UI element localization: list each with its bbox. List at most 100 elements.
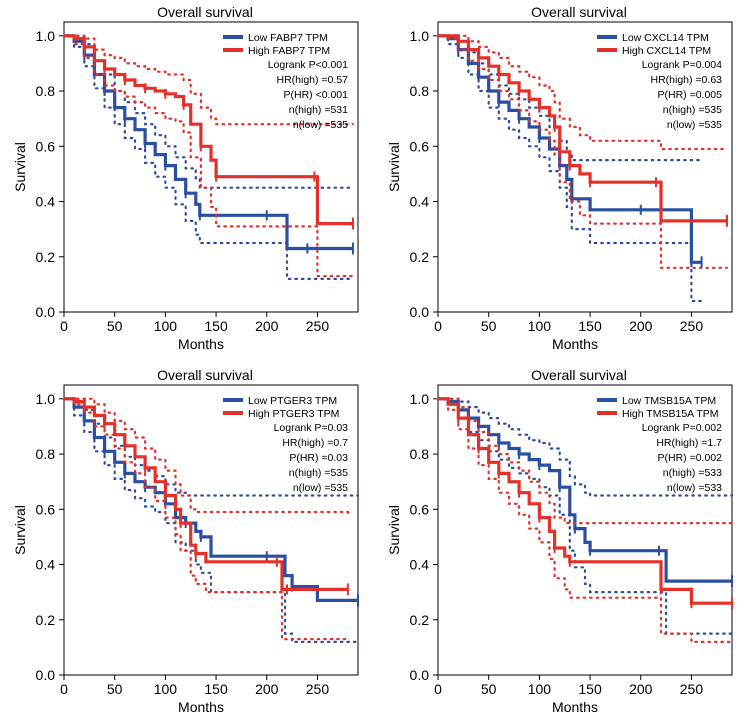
y-tick-label: 1.0 xyxy=(410,391,430,407)
stat-line: HR(high) =1.7 xyxy=(656,437,722,449)
x-tick-label: 200 xyxy=(629,318,653,334)
legend-label-low: Low PTGER3 TPM xyxy=(248,395,337,407)
ci-lower-high xyxy=(436,34,728,269)
stat-line: P(HR) =0.005 xyxy=(658,89,723,101)
x-tick-label: 50 xyxy=(107,681,123,697)
y-tick-label: 0.2 xyxy=(36,249,56,265)
chart-title: Overall survival xyxy=(531,367,627,383)
stat-line: n(low) =535 xyxy=(293,482,348,494)
x-tick-label: 0 xyxy=(60,318,68,334)
ci-upper-low xyxy=(436,397,734,497)
x-tick-label: 200 xyxy=(629,681,653,697)
stat-line: Logrank P<0.001 xyxy=(268,59,348,71)
x-tick-label: 100 xyxy=(154,681,178,697)
km-chart-svg: Overall survival 0.0 0.2 0.4 0.6 0.8 1.0 0 50 100… xyxy=(386,367,734,715)
legend-label-low: Low FABP7 TPM xyxy=(248,32,328,44)
y-tick-label: 0.0 xyxy=(36,304,56,320)
y-axis-label: Survival xyxy=(12,142,28,192)
x-tick-label: 0 xyxy=(434,318,442,334)
y-axis-label: Survival xyxy=(386,142,402,192)
ci-lower-low xyxy=(62,397,360,643)
stat-line: Logrank P=0.002 xyxy=(642,422,722,434)
series-high xyxy=(62,397,349,641)
plot-frame xyxy=(63,21,359,313)
y-tick-label: 0.6 xyxy=(410,501,430,517)
stat-line: HR(high) =0.63 xyxy=(651,74,723,86)
survival-line-high xyxy=(438,397,732,605)
x-tick-label: 100 xyxy=(528,318,552,334)
x-tick-label: 50 xyxy=(481,318,497,334)
legend-label-high: High CXCL14 TPM xyxy=(622,45,711,57)
y-axis-label: Survival xyxy=(386,505,402,555)
chart-title: Overall survival xyxy=(157,4,253,20)
chart-title: Overall survival xyxy=(531,4,627,20)
series-high xyxy=(436,34,728,269)
survival-line-high xyxy=(64,397,348,591)
stat-line: n(low) =535 xyxy=(667,119,722,131)
y-tick-label: 0.8 xyxy=(410,83,430,99)
stat-line: n(low) =533 xyxy=(667,482,722,494)
plot-frame xyxy=(437,21,733,313)
y-tick-label: 0.4 xyxy=(410,194,430,210)
stat-line: n(low) =535 xyxy=(293,119,348,131)
y-tick-label: 0.0 xyxy=(410,667,430,683)
km-chart-svg: Overall survival 0.0 0.2 0.4 0.6 0.8 1.0 0 50 100… xyxy=(386,4,733,352)
km-panel-tmsb15a: Overall survival 0.0 0.2 0.4 0.6 0.8 1.0 0 50 100… xyxy=(374,363,748,726)
stat-line: n(high) =535 xyxy=(289,467,348,479)
stat-line: P(HR) <0.001 xyxy=(284,89,349,101)
x-axis-label: Months xyxy=(552,336,598,352)
x-tick-label: 100 xyxy=(528,681,552,697)
km-panel-fabp7: Overall survival 0.0 0.2 0.4 0.6 0.8 1.0 0 50 100… xyxy=(0,0,374,363)
y-tick-label: 0.0 xyxy=(410,304,430,320)
y-tick-label: 0.2 xyxy=(36,612,56,628)
survival-line-low xyxy=(438,34,702,264)
x-tick-label: 150 xyxy=(578,318,602,334)
x-tick-label: 250 xyxy=(680,681,704,697)
x-axis-label: Months xyxy=(552,699,598,715)
x-tick-label: 100 xyxy=(154,318,178,334)
km-chart-svg: Overall survival 0.0 0.2 0.4 0.6 0.8 1.0 0 50 100… xyxy=(12,4,359,352)
ci-upper-low xyxy=(436,34,703,162)
y-tick-label: 0.6 xyxy=(36,138,56,154)
ci-lower-low xyxy=(62,34,354,280)
stat-line: HR(high) =0.7 xyxy=(282,437,348,449)
stat-line: n(high) =531 xyxy=(289,104,348,116)
x-axis-label: Months xyxy=(178,336,224,352)
y-tick-label: 0.8 xyxy=(36,83,56,99)
y-tick-label: 0.8 xyxy=(410,446,430,462)
ci-lower-high xyxy=(436,397,734,643)
ci-upper-high xyxy=(436,34,728,151)
y-tick-label: 0.8 xyxy=(36,446,56,462)
x-tick-label: 200 xyxy=(255,681,279,697)
x-tick-label: 0 xyxy=(60,681,68,697)
ci-upper-high xyxy=(62,34,354,126)
x-tick-label: 250 xyxy=(680,318,704,334)
y-tick-label: 0.4 xyxy=(36,557,56,573)
survival-line-high xyxy=(64,34,353,226)
stat-line: Logrank P=0.004 xyxy=(642,59,722,71)
x-tick-label: 150 xyxy=(204,681,228,697)
km-panel-ptger3: Overall survival 0.0 0.2 0.4 0.6 0.8 1.0 0 50 100… xyxy=(0,363,374,726)
km-panel-cxcl14: Overall survival 0.0 0.2 0.4 0.6 0.8 1.0 0 50 100… xyxy=(374,0,748,363)
stat-line: n(high) =535 xyxy=(663,104,722,116)
stat-line: P(HR) =0.002 xyxy=(658,452,723,464)
stat-line: n(high) =533 xyxy=(663,467,722,479)
ci-upper-high xyxy=(436,397,734,525)
series-high xyxy=(436,397,734,643)
ci-lower-high xyxy=(62,397,349,641)
stat-line: P(HR) =0.03 xyxy=(289,452,348,464)
ci-upper-high xyxy=(62,397,349,516)
y-tick-label: 0.2 xyxy=(410,612,430,628)
legend-label-low: Low CXCL14 TPM xyxy=(622,32,709,44)
y-tick-label: 1.0 xyxy=(410,28,430,44)
y-tick-label: 0.6 xyxy=(410,138,430,154)
survival-line-high xyxy=(438,34,727,223)
y-tick-label: 0.6 xyxy=(36,501,56,517)
x-tick-label: 250 xyxy=(306,318,330,334)
ci-lower-low xyxy=(436,34,703,303)
series-low xyxy=(436,397,734,635)
ci-lower-high xyxy=(62,34,354,278)
